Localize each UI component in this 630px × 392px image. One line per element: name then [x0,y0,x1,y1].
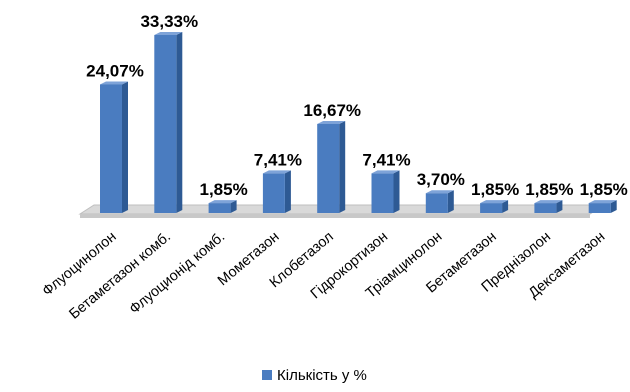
bar [154,32,183,213]
bar-side [393,170,400,213]
bar-top [154,32,183,35]
bar [480,200,509,213]
bar-top [480,200,509,204]
bar-top [425,190,454,194]
bar [208,200,237,213]
category-label: Бетаметазон комб. [66,229,173,323]
data-label: 1,85% [525,180,573,199]
bar-side [230,200,237,213]
bar-side [447,190,454,213]
data-label: 3,70% [417,170,465,189]
data-labels-group: 24,07% 33,33% 1,85% 7,41% 16,67% 7,41% 3,70% 1,… [86,12,628,199]
bar-side [122,81,128,214]
bar-front [262,173,285,213]
data-label: 16,67% [303,101,361,120]
bar-side [176,32,183,213]
bar-side [339,120,346,213]
data-label: 33,33% [140,12,198,31]
data-label: 7,41% [362,150,410,169]
bar [262,170,291,213]
legend: Кількість у % [262,367,367,384]
bar-side [556,200,563,213]
bar-top [262,170,291,174]
bar-top [588,200,617,204]
bar [588,200,617,213]
category-label: Флуоционід комб. [127,229,228,318]
data-label: 1,85% [199,180,247,199]
legend-label: Кількість у % [277,367,367,384]
data-label: 7,41% [254,150,302,169]
bar [371,170,400,213]
bar-top [100,81,128,85]
data-label: 24,07% [86,61,144,80]
data-label: 1,85% [471,180,519,199]
bar-front [534,203,557,213]
bar [425,190,454,213]
legend-swatch [262,370,272,380]
floor-edge [80,214,590,218]
bar-front [208,203,231,213]
bar-front [154,35,177,213]
bar-front [480,203,503,213]
bar [317,120,346,213]
bar [534,200,563,213]
bar-side [284,170,291,213]
bar-front [100,84,122,214]
bar-front [588,203,611,213]
bar-front [425,193,448,213]
data-label: 1,85% [580,180,628,199]
bar-front [371,173,394,213]
bar-top [371,170,400,174]
bar-side [610,200,617,213]
bar-top [317,120,346,124]
bar-front [317,123,340,213]
bars-group [100,32,617,214]
bar-top [534,200,563,204]
bar [100,81,128,214]
bar-side [502,200,509,213]
bar-top [208,200,237,204]
